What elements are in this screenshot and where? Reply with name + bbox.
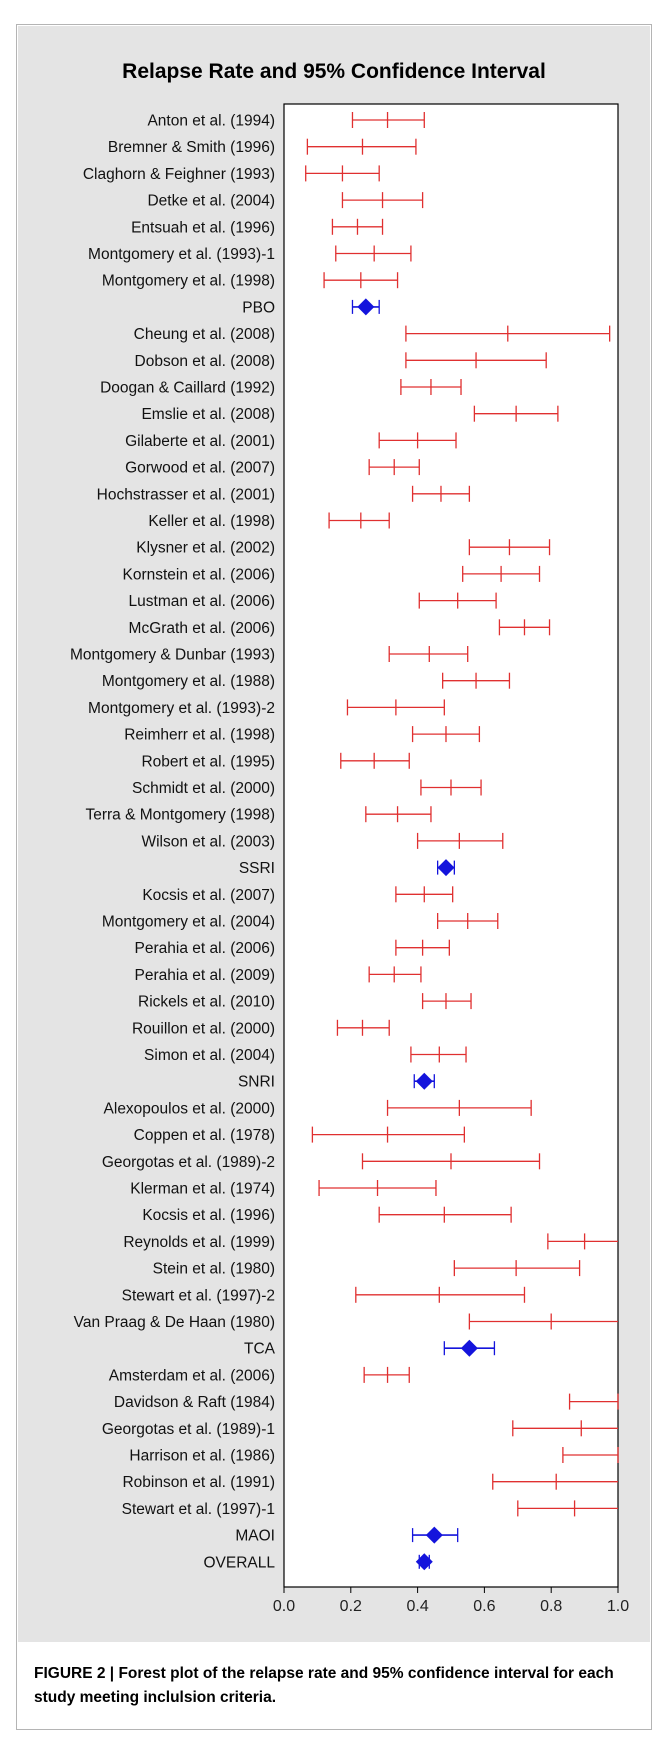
x-tick-label: 0.2 — [340, 1598, 362, 1615]
row-label: Emslie et al. (2008) — [141, 406, 275, 423]
x-tick-label: 0.0 — [273, 1598, 295, 1615]
row-label: Alexopoulos et al. (2000) — [104, 1100, 275, 1117]
row-label: Harrison et al. (1986) — [129, 1448, 275, 1465]
row-label: Klerman et al. (1974) — [130, 1181, 275, 1198]
row-label: PBO — [242, 299, 275, 316]
x-tick-label: 0.6 — [473, 1598, 495, 1615]
caption-lead: FIGURE 2 | — [34, 1665, 115, 1682]
row-label: Amsterdam et al. (2006) — [109, 1367, 275, 1384]
row-label: Kocsis et al. (1996) — [142, 1207, 275, 1224]
row-label: Montgomery et al. (1993)-1 — [88, 246, 275, 263]
row-label: Lustman et al. (2006) — [129, 593, 275, 610]
row-label: Hochstrasser et al. (2001) — [97, 486, 275, 503]
row-label: Stewart et al. (1997)-2 — [122, 1287, 275, 1304]
x-tick-label: 0.4 — [406, 1598, 428, 1615]
x-tick-label: 0.8 — [540, 1598, 562, 1615]
row-label: Robert et al. (1995) — [141, 753, 275, 770]
row-label: TCA — [244, 1341, 276, 1358]
row-label: Perahia et al. (2009) — [135, 967, 275, 984]
row-label: Perahia et al. (2006) — [135, 940, 275, 957]
row-label: Gorwood et al. (2007) — [125, 460, 275, 477]
row-label: Van Praag & De Haan (1980) — [74, 1314, 275, 1331]
row-label: OVERALL — [203, 1554, 275, 1571]
chart-title: Relapse Rate and 95% Confidence Interval — [122, 60, 546, 83]
x-tick-label: 1.0 — [607, 1598, 629, 1615]
row-label: Montgomery & Dunbar (1993) — [70, 647, 275, 664]
pooled-estimate-marker — [415, 1553, 433, 1571]
pooled-estimate-marker — [460, 1339, 478, 1357]
row-label: Keller et al. (1998) — [148, 513, 275, 530]
row-label: SSRI — [239, 860, 275, 877]
row-label: Klysner et al. (2002) — [136, 540, 275, 557]
row-label: Detke et al. (2004) — [147, 193, 275, 210]
pooled-estimate-marker — [437, 859, 455, 877]
row-label: Doogan & Caillard (1992) — [100, 380, 275, 397]
row-label: Dobson et al. (2008) — [135, 353, 275, 370]
row-label: Reynolds et al. (1999) — [123, 1234, 275, 1251]
row-label: Anton et al. (1994) — [147, 113, 275, 130]
row-label: Entsuah et al. (1996) — [131, 219, 275, 236]
row-label: Cheung et al. (2008) — [134, 326, 275, 343]
row-label: Stewart et al. (1997)-1 — [122, 1501, 275, 1518]
row-label: Montgomery et al. (1988) — [102, 673, 275, 690]
row-label: Rickels et al. (2010) — [138, 994, 275, 1011]
caption-text: Forest plot of the relapse rate and 95% … — [34, 1665, 614, 1706]
row-label: Rouillon et al. (2000) — [132, 1020, 275, 1037]
pooled-estimate-marker — [425, 1526, 443, 1544]
row-label: Montgomery et al. (1998) — [102, 273, 275, 290]
row-label: SNRI — [238, 1074, 275, 1091]
row-label: Montgomery et al. (2004) — [102, 914, 275, 931]
row-label: Georgotas et al. (1989)-2 — [102, 1154, 275, 1171]
row-label: MAOI — [235, 1528, 275, 1545]
row-label: Kornstein et al. (2006) — [122, 566, 275, 583]
row-label: Gilaberte et al. (2001) — [125, 433, 275, 450]
pooled-estimate-marker — [357, 298, 375, 316]
row-label: Terra & Montgomery (1998) — [85, 807, 275, 824]
figure-caption: FIGURE 2 | Forest plot of the relapse ra… — [34, 1662, 644, 1710]
row-label: Reimherr et al. (1998) — [124, 727, 275, 744]
row-label: Coppen et al. (1978) — [134, 1127, 275, 1144]
plot-area — [283, 103, 619, 1588]
row-label: Georgotas et al. (1989)-1 — [102, 1421, 275, 1438]
row-label: Bremner & Smith (1996) — [108, 139, 275, 156]
row-label: Schmidt et al. (2000) — [132, 780, 275, 797]
row-label: Kocsis et al. (2007) — [142, 887, 275, 904]
row-label: Stein et al. (1980) — [153, 1261, 275, 1278]
row-label: Davidson & Raft (1984) — [114, 1394, 275, 1411]
row-label: Claghorn & Feighner (1993) — [83, 166, 275, 183]
row-label: Montgomery et al. (1993)-2 — [88, 700, 275, 717]
row-label: Robinson et al. (1991) — [122, 1474, 275, 1491]
pooled-estimate-marker — [415, 1072, 433, 1090]
row-label: Simon et al. (2004) — [144, 1047, 275, 1064]
row-label: McGrath et al. (2006) — [129, 620, 275, 637]
row-label: Wilson et al. (2003) — [141, 833, 275, 850]
